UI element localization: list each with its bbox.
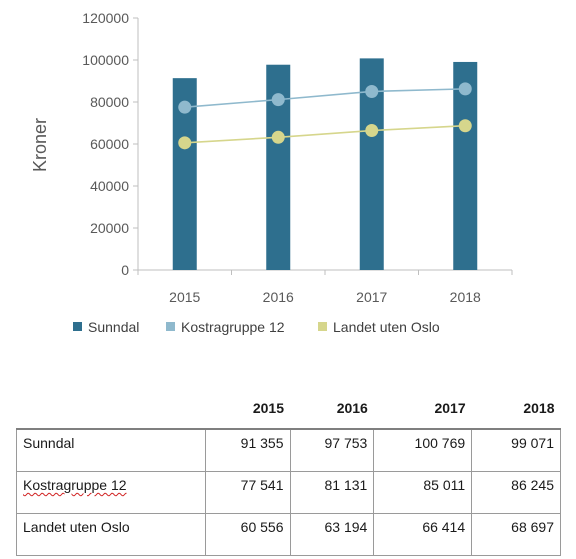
chart: 0 20000 40000 60000 80000 100000 120000 2015 201… — [30, 10, 513, 335]
table-cell: 66 414 — [373, 513, 473, 556]
line-group — [178, 82, 472, 150]
x-tick-label: 2015 — [169, 289, 200, 305]
table-cell: 77 541 — [204, 471, 291, 514]
y-tick-label: 0 — [121, 262, 129, 278]
table-cell: 100 769 — [373, 428, 473, 472]
legend-swatch — [73, 322, 82, 331]
legend-label: Sunndal — [88, 319, 139, 335]
legend: Sunndal Kostragruppe 12 Landet uten Oslo — [73, 319, 440, 335]
y-tick-label: 120000 — [82, 10, 129, 26]
series-line — [184, 88, 466, 108]
row-label: Kostragruppe 12 — [16, 471, 206, 514]
table-row: Landet uten Oslo 60 556 63 194 66 414 68… — [16, 513, 561, 556]
table-cell: 60 556 — [204, 513, 291, 556]
table-header-cell: 2016 — [336, 400, 368, 416]
x-tick-label: 2016 — [263, 289, 294, 305]
table-header-cell: 2018 — [523, 400, 555, 416]
table-header-row: 2015 2016 2017 2018 — [17, 390, 561, 429]
data-point — [458, 119, 472, 133]
chart-axes — [133, 17, 513, 275]
data-point — [271, 130, 285, 144]
y-tick-label: 60000 — [90, 136, 129, 152]
y-tick-label: 80000 — [90, 94, 129, 110]
y-axis-label: Kroner — [30, 118, 50, 172]
data-table: 2015 2016 2017 2018 Sunndal 91 355 97 75… — [16, 390, 561, 556]
table-header-cell: 2015 — [252, 400, 284, 416]
row-label: Landet uten Oslo — [16, 513, 206, 556]
table-corner — [17, 390, 206, 429]
table-row: Kostragruppe 12 77 541 81 131 85 011 86 … — [16, 471, 561, 514]
table-cell: 99 071 — [471, 428, 561, 472]
table-cell: 68 697 — [471, 513, 561, 556]
row-label-text: Kostragruppe 12 — [23, 477, 127, 493]
y-tick-label: 20000 — [90, 220, 129, 236]
x-tick-label: 2017 — [356, 289, 387, 305]
data-point — [178, 100, 192, 114]
data-point — [271, 93, 285, 107]
bar — [453, 61, 478, 271]
data-point — [365, 124, 379, 138]
table-row: Sunndal 91 355 97 753 100 769 99 071 — [16, 428, 561, 472]
legend-label: Kostragruppe 12 — [181, 319, 285, 335]
data-point — [458, 82, 472, 96]
row-label: Sunndal — [16, 428, 206, 472]
table-cell: 86 245 — [471, 471, 561, 514]
legend-label: Landet uten Oslo — [333, 319, 440, 335]
x-tick-label: 2018 — [450, 289, 481, 305]
table-header-cell: 2017 — [434, 400, 466, 416]
legend-swatch — [166, 322, 175, 331]
table-cell: 85 011 — [373, 471, 473, 514]
y-tick-label: 100000 — [82, 52, 129, 68]
legend-swatch — [318, 322, 327, 331]
table-cell: 63 194 — [289, 513, 375, 556]
data-point — [178, 136, 192, 150]
table-cell: 91 355 — [204, 428, 291, 472]
series-line — [184, 124, 466, 144]
table-cell: 97 753 — [289, 428, 375, 472]
table-cell: 81 131 — [289, 471, 375, 514]
data-point — [365, 84, 379, 98]
tick-labels: 0 20000 40000 60000 80000 100000 120000 2015 201… — [82, 10, 481, 305]
y-tick-label: 40000 — [90, 178, 129, 194]
